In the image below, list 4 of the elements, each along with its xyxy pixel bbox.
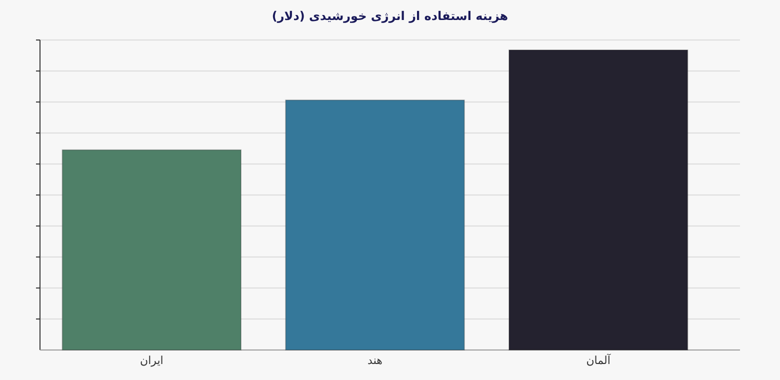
x-tick-label: ایران: [140, 354, 164, 367]
x-tick-label: هند: [368, 354, 383, 367]
x-tick-label: آلمان: [586, 353, 612, 367]
chart-title: هزینه استفاده از انرژی خورشیدی (دلار): [272, 9, 508, 23]
